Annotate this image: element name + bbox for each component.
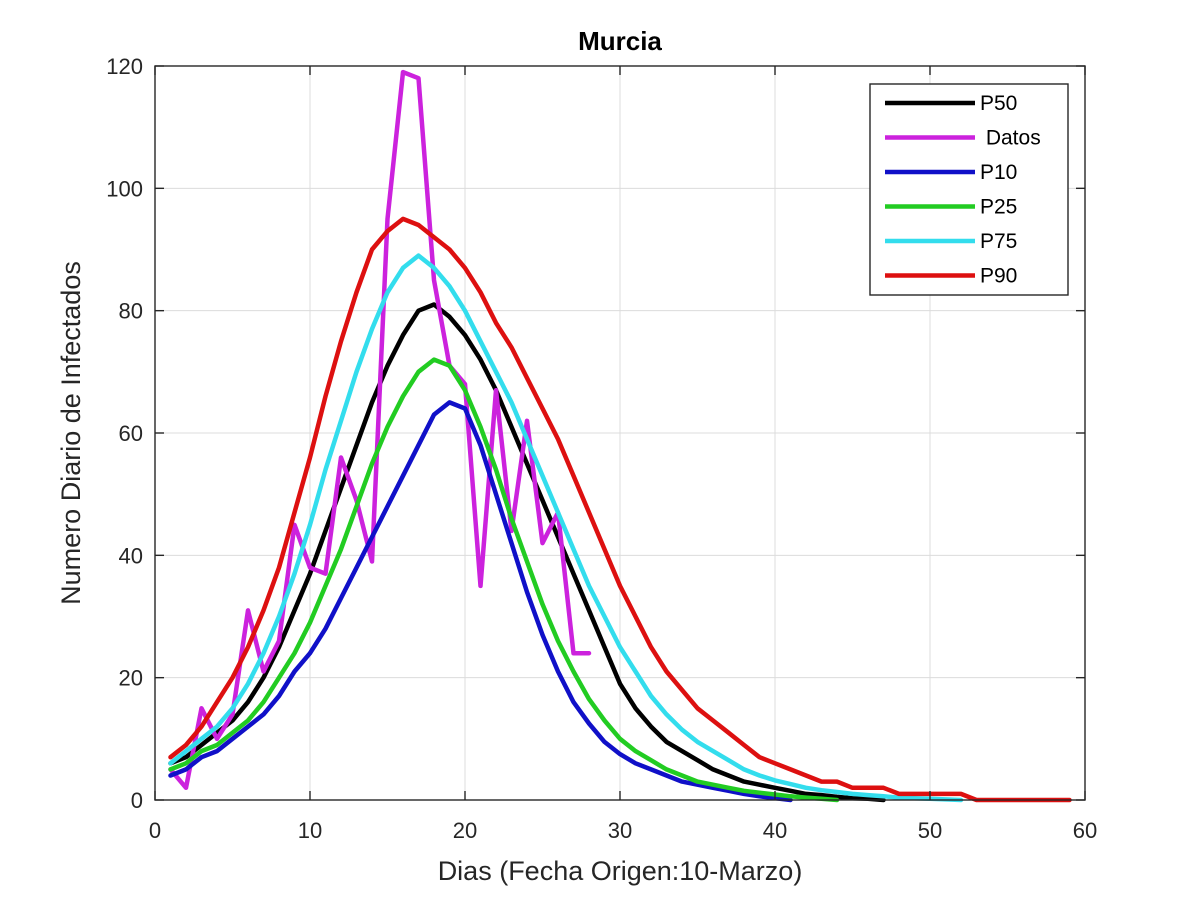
y-tick-label: 0 — [131, 788, 143, 813]
series-line-p10 — [168, 400, 793, 803]
y-tick-label: 100 — [106, 176, 143, 201]
y-tick-label: 60 — [119, 421, 143, 446]
tick-labels: 0 10 20 30 40 50 60 0 20 40 60 80 100 120 — [106, 54, 1097, 843]
legend-label-p10: P10 — [980, 161, 1017, 184]
x-tick-label: 10 — [298, 818, 322, 843]
legend-box — [869, 83, 1069, 296]
y-tick-label: 80 — [119, 299, 143, 324]
x-tick-label: 20 — [453, 818, 477, 843]
legend-label-p25: P25 — [980, 196, 1017, 219]
x-axis-label: Dias (Fecha Origen:10-Marzo) — [438, 856, 803, 886]
x-tick-label: 30 — [608, 818, 632, 843]
legend-label-p50: P50 — [980, 92, 1017, 115]
legend: P50 Datos P10 P25 P75 P90 — [869, 83, 1069, 296]
legend-label-p90: P90 — [980, 265, 1017, 288]
legend-label-datos: Datos — [980, 127, 1041, 150]
x-tick-label: 60 — [1073, 818, 1097, 843]
x-tick-label: 40 — [763, 818, 787, 843]
series-layer — [168, 69, 1072, 803]
y-tick-label: 40 — [119, 543, 143, 568]
series-line-p90 — [168, 216, 1072, 803]
y-tick-label: 20 — [119, 666, 143, 691]
y-tick-label: 120 — [106, 54, 143, 79]
series-line-p75 — [168, 253, 964, 803]
series-line-p25 — [168, 357, 840, 803]
x-tick-label: 50 — [918, 818, 942, 843]
y-axis-label: Numero Diario de Infectados — [56, 261, 86, 605]
legend-label-p75: P75 — [980, 230, 1017, 253]
axes — [154, 65, 1086, 801]
x-tick-label: 0 — [149, 818, 161, 843]
chart-title: Murcia — [578, 26, 662, 56]
series-line-p50 — [168, 302, 886, 803]
